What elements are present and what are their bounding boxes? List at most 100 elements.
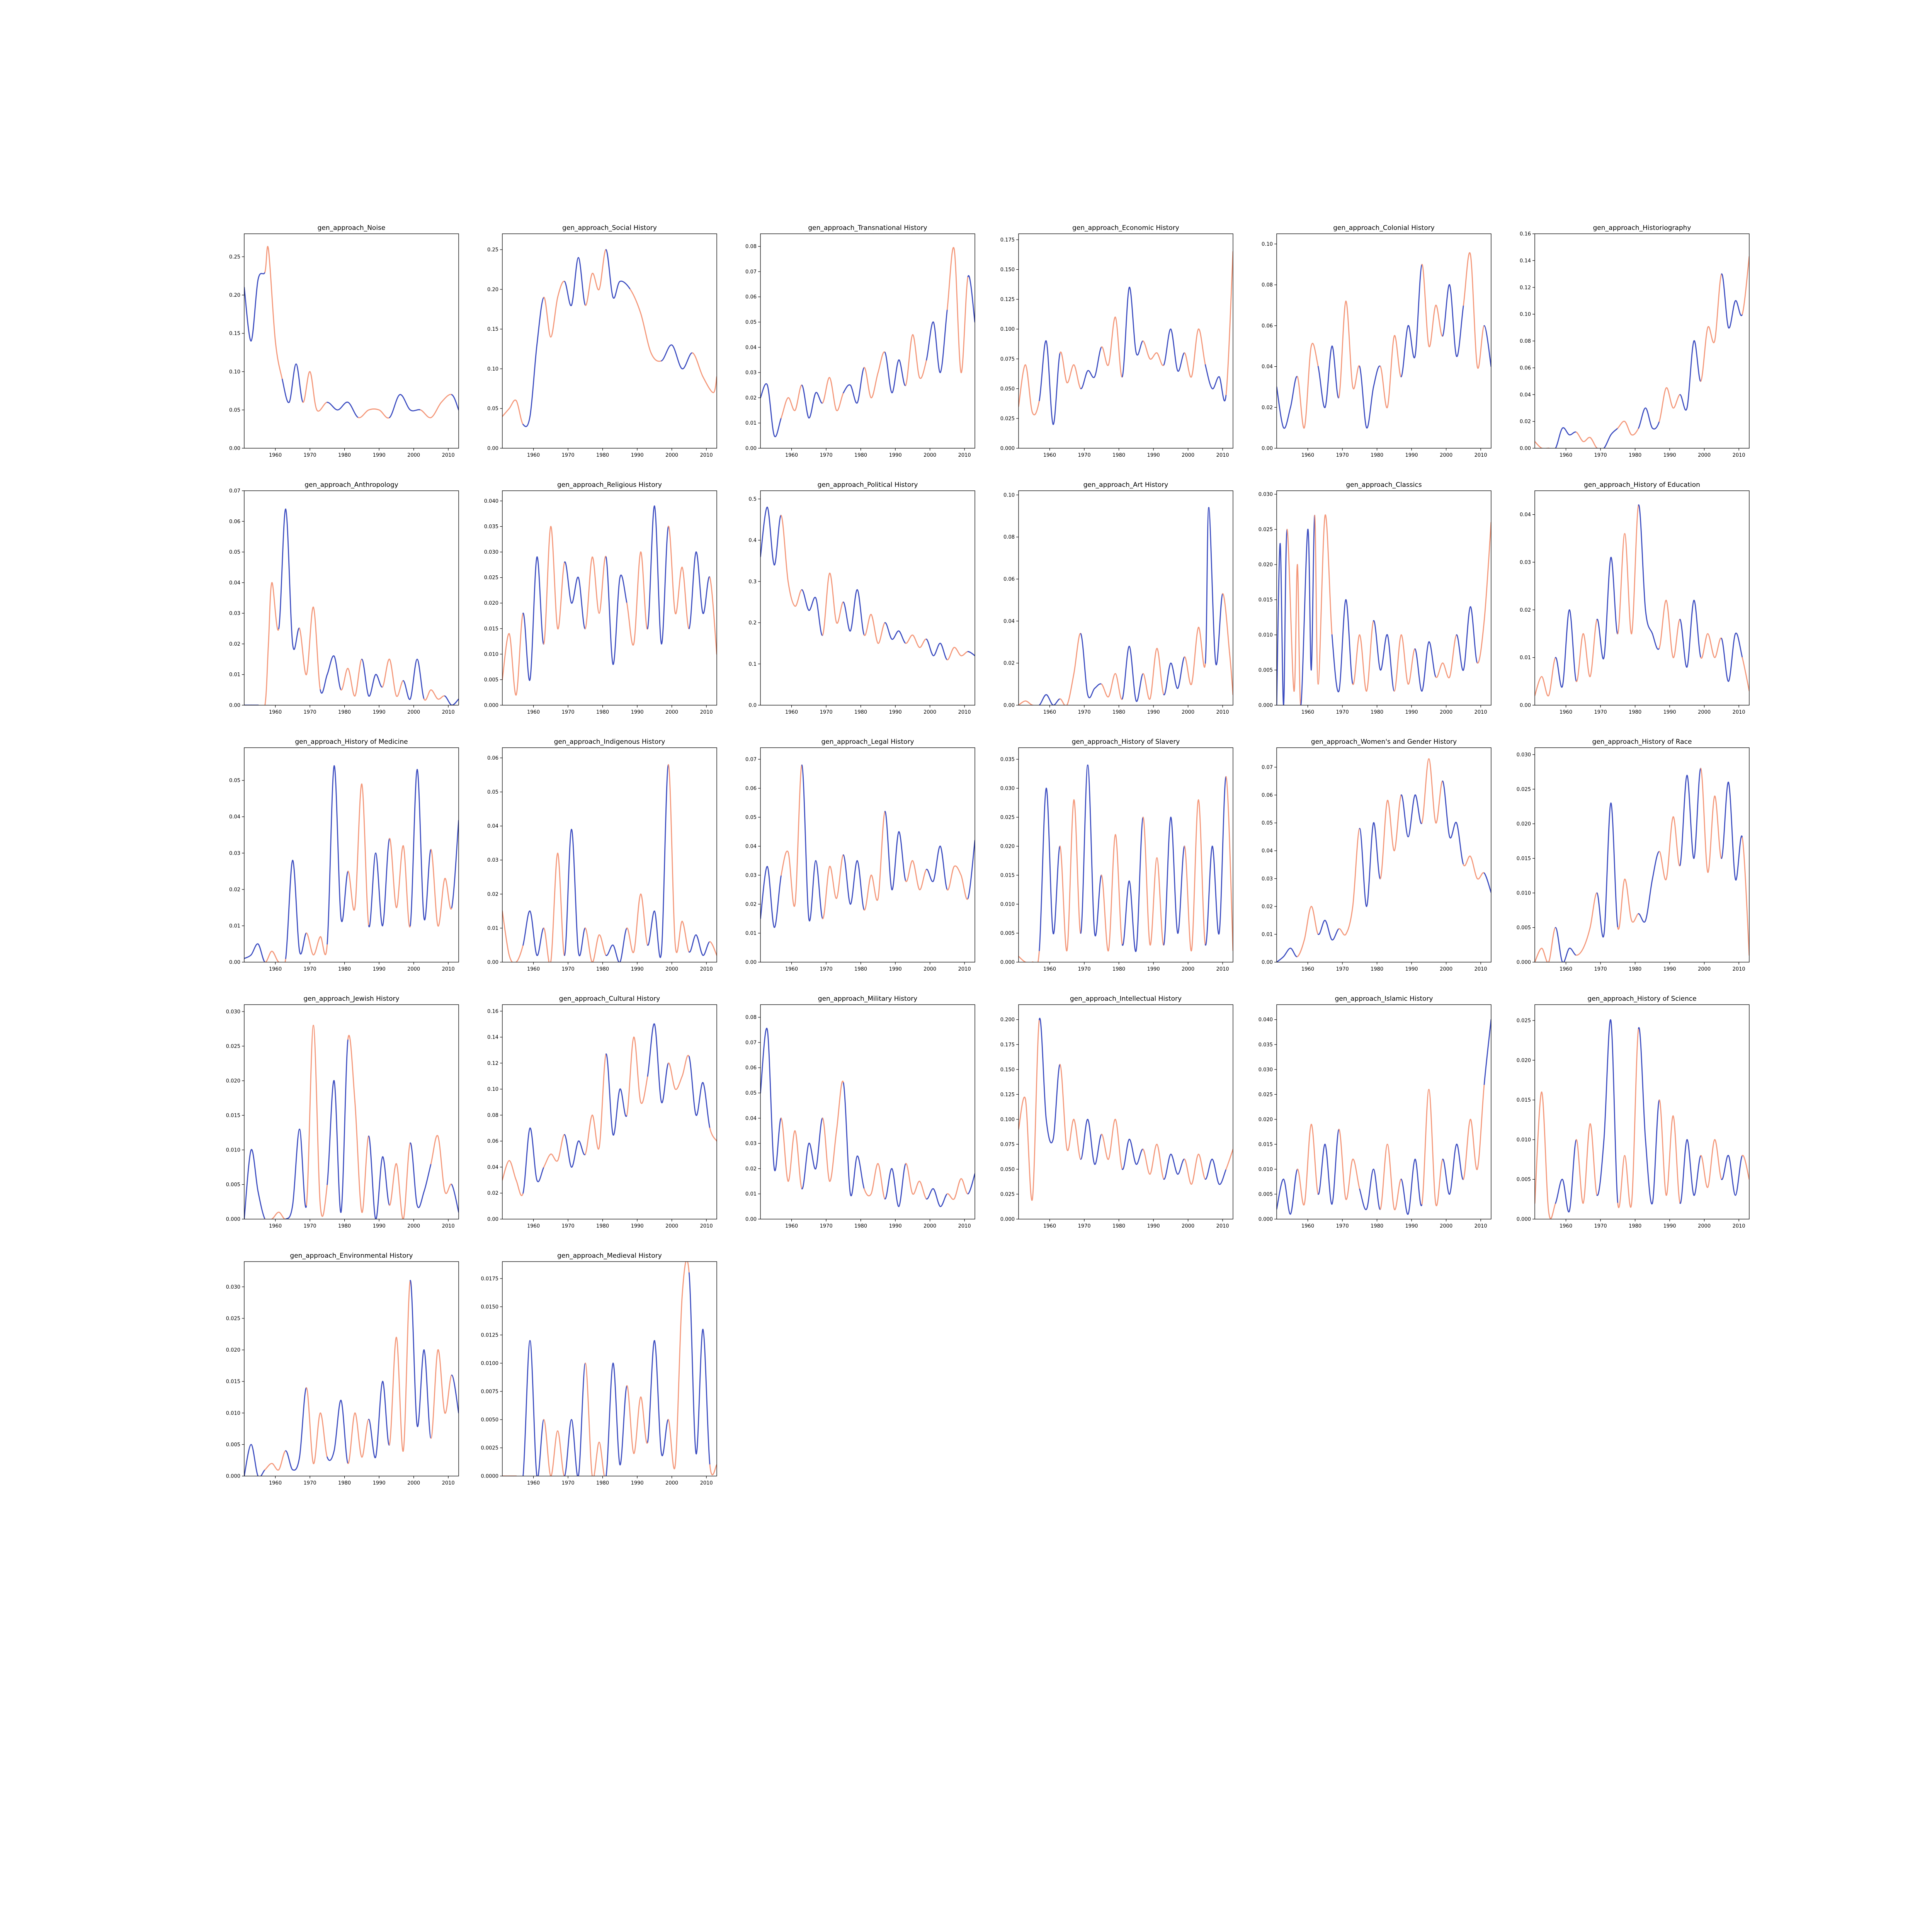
series-segment [1449, 821, 1457, 839]
series-segment [250, 943, 259, 956]
axes-frame [1276, 490, 1492, 706]
x-tick-label: 1960 [1560, 966, 1572, 972]
x-tick-label: 1960 [785, 709, 798, 715]
x-tick-label: 1970 [562, 1223, 575, 1229]
series-segment [912, 860, 920, 890]
y-tick-label: 0.00 [487, 1217, 498, 1223]
series-segment [299, 932, 307, 955]
axes-frame [1018, 1004, 1233, 1219]
series-segment [702, 576, 711, 614]
subplot-19: gen_approach_Cultural History 0.00 0.02 0.0… [487, 995, 717, 1229]
series-segment [1338, 1129, 1347, 1200]
series-segment [1060, 845, 1068, 952]
series-segment [1617, 533, 1626, 634]
series-segment [430, 1135, 439, 1165]
series-segment [451, 698, 459, 705]
axes-frame [502, 233, 717, 449]
series-segment [1184, 845, 1192, 952]
series-segment [1624, 878, 1632, 921]
x-tick-label: 1970 [1594, 966, 1607, 972]
series-segment [327, 655, 335, 675]
series-segment [1046, 787, 1054, 934]
series-segment [857, 589, 865, 636]
x-tick-label: 1970 [1336, 709, 1349, 715]
series-segment [1449, 634, 1457, 678]
series-segment [654, 1340, 662, 1454]
series-segment [661, 1419, 669, 1456]
series-segment [1122, 287, 1130, 378]
series-segment [1700, 327, 1708, 382]
series-segment [585, 556, 593, 629]
series-line [502, 249, 717, 427]
series-segment [1225, 251, 1233, 395]
series-segment [787, 851, 796, 907]
series-segment [1115, 1119, 1123, 1170]
series-segment [1686, 775, 1695, 859]
series-segment [850, 860, 858, 905]
series-segment [1359, 1189, 1367, 1210]
series-segment [1208, 507, 1216, 664]
series-segment [571, 577, 579, 604]
series-segment [612, 1362, 621, 1466]
series-segment [801, 1143, 810, 1190]
series-segment [585, 1114, 593, 1155]
y-tick-label: 0.020 [1000, 844, 1015, 850]
series-segment [1283, 529, 1288, 705]
series-segment [1483, 872, 1491, 893]
series-segment [403, 1142, 411, 1219]
y-tick-label: 0.030 [1517, 752, 1531, 758]
subplot-title: gen_approach_Noise [318, 224, 386, 232]
series-segment [522, 612, 531, 681]
subplot-10: gen_approach_Classics 0.000 0.005 0.010 0.01… [1259, 481, 1492, 715]
series-segment [1576, 633, 1584, 682]
series-segment [612, 944, 621, 962]
y-tick-label: 0.07 [1262, 765, 1273, 770]
series-segment [1184, 1158, 1192, 1185]
series-segment [1215, 593, 1223, 665]
series-segment [919, 869, 927, 890]
series-segment [619, 1088, 628, 1117]
series-segment [843, 1082, 851, 1195]
series-segment [333, 1400, 342, 1452]
y-tick-label: 0.040 [1259, 1017, 1273, 1023]
series-segment [1101, 346, 1109, 366]
series-segment [1456, 822, 1464, 866]
x-tick-label: 1960 [1043, 1223, 1056, 1229]
series-segment [278, 509, 286, 629]
series-segment [347, 668, 355, 697]
y-tick-label: 0.08 [1520, 338, 1531, 344]
series-segment [857, 1155, 865, 1189]
y-tick-label: 0.030 [484, 549, 498, 555]
series-segment [1191, 1153, 1199, 1185]
series-segment [564, 1419, 572, 1476]
series-segment [1686, 340, 1695, 409]
x-tick-label: 1990 [889, 709, 902, 715]
series-segment [947, 647, 955, 660]
series-segment [668, 526, 676, 614]
x-tick-label: 1990 [1663, 1223, 1676, 1229]
series-segment [354, 1412, 362, 1458]
series-segment [767, 384, 775, 436]
y-tick-label: 0.05 [745, 320, 757, 325]
series-segment [1603, 557, 1612, 658]
y-tick-label: 0.14 [487, 1035, 498, 1041]
x-tick-label: 2000 [1698, 709, 1711, 715]
series-segment [1421, 641, 1430, 692]
series-segment [1665, 1115, 1674, 1196]
y-tick-label: 0.010 [1259, 633, 1273, 638]
series-segment [1541, 947, 1549, 962]
series-segment [1373, 1168, 1381, 1210]
y-tick-label: 0.00 [1262, 960, 1273, 966]
subplot-14: gen_approach_Legal History 0.00 0.01 0.02 0.… [745, 738, 975, 972]
y-tick-label: 0.000 [484, 703, 498, 709]
x-tick-label: 2010 [1216, 709, 1229, 715]
series-line [760, 507, 975, 660]
series-line [502, 1023, 717, 1196]
series-segment [327, 401, 338, 411]
series-segment [1645, 878, 1653, 921]
series-segment [1177, 656, 1185, 689]
series-segment [1548, 927, 1556, 962]
series-segment [1218, 376, 1227, 401]
series-segment [1149, 857, 1158, 946]
series-segment [1456, 1143, 1464, 1180]
